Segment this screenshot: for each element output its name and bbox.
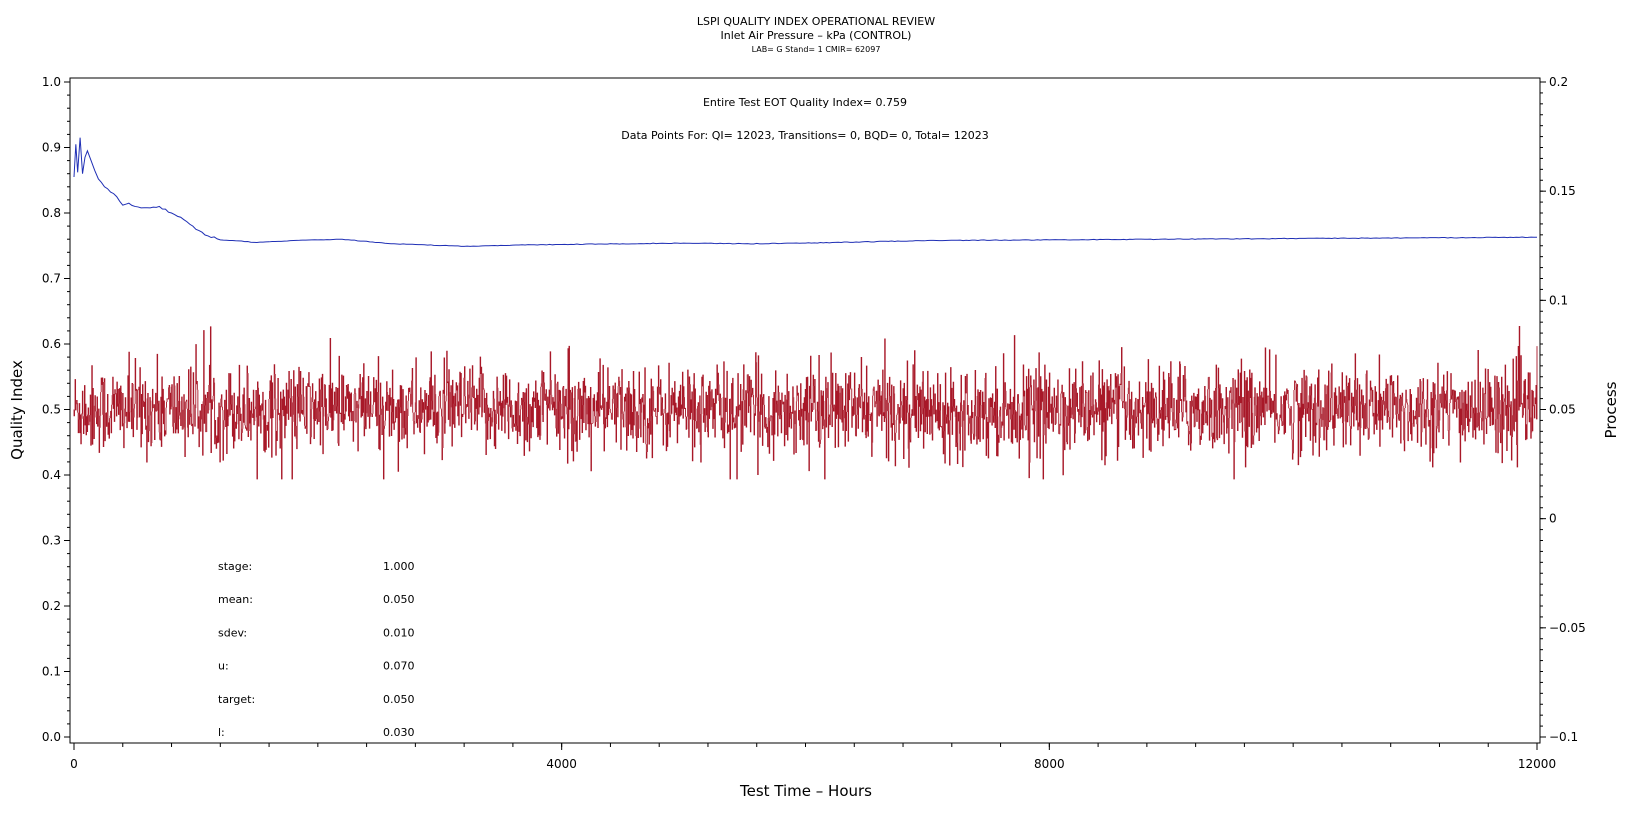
y-tick-label: 0.0 [42,730,61,744]
y2-tick-label: −0.05 [1549,621,1586,635]
y-tick-label: 0.6 [42,337,61,351]
y-tick-label: 0.9 [42,141,61,155]
stat-label: u: [218,660,229,673]
data-points-annotation: Data Points For: QI= 12023, Transitions=… [621,129,989,142]
stats-block: stage: 1.000 mean: 0.050 sdev: 0.010 u: 0.070 ta… [218,560,415,739]
y-tick-label: 0.1 [42,665,61,679]
stat-value: 0.050 [383,693,415,706]
stat-value: 1.000 [383,560,415,573]
x-tick-label: 12000 [1518,757,1556,771]
stat-label: stage: [218,560,252,573]
chart-subtitle: Inlet Air Pressure – kPa (CONTROL) [721,29,912,42]
y-tick-label: 0.2 [42,599,61,613]
x-tick-label: 0 [70,757,78,771]
stat-label: mean: [218,593,253,606]
y2-tick-label: 0 [1549,512,1557,526]
y-tick-label: 0.3 [42,534,61,548]
stat-value: 0.070 [383,660,415,673]
y-tick-label: 0.5 [42,403,61,417]
quality-index-series [73,137,1538,247]
axis-ticks: 0.0 0.1 0.2 0.3 0.4 0.5 0.6 0.7 0.8 0.9 1.0 −0.1 −0.… [42,75,1586,771]
process-line [73,325,1538,480]
y-tick-label: 0.7 [42,272,61,286]
chart-title: LSPI QUALITY INDEX OPERATIONAL REVIEW [697,15,935,28]
stat-value: 0.010 [383,626,415,639]
y-tick-label: 1.0 [42,75,61,89]
x-tick-label: 8000 [1034,757,1065,771]
y2-tick-label: −0.1 [1549,730,1578,744]
process-series [73,325,1538,480]
y2-tick-label: 0.2 [1549,75,1568,89]
y2-tick-label: 0.05 [1549,403,1576,417]
stat-value: 0.030 [383,726,415,739]
y2-tick-label: 0.15 [1549,184,1576,198]
stat-label: l: [218,726,225,739]
quality-index-line [73,137,1538,247]
x-tick-label: 4000 [546,757,577,771]
y-tick-label: 0.8 [42,206,61,220]
stat-label: sdev: [218,626,247,639]
eot-annotation: Entire Test EOT Quality Index= 0.759 [703,96,907,109]
stat-label: target: [218,693,255,706]
y2-axis-title: Process [1602,381,1620,438]
y2-tick-label: 0.1 [1549,293,1568,307]
chart-sub-subtitle: LAB= G Stand= 1 CMIR= 62097 [752,45,881,54]
x-axis-title: Test Time – Hours [739,782,872,800]
y-tick-label: 0.4 [42,468,61,482]
y-axis-title: Quality Index [8,360,26,460]
stat-value: 0.050 [383,593,415,606]
